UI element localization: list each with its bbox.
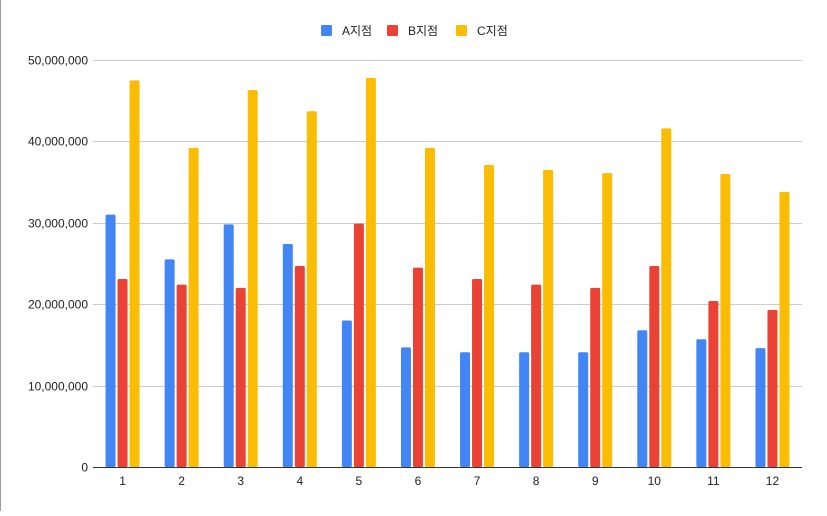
bar-series-1-cat-9 — [578, 352, 589, 467]
bar-series-1-cat-3 — [223, 224, 234, 467]
x-tick-label: 4 — [296, 474, 303, 488]
bar-series-2-cat-11 — [708, 300, 719, 467]
y-tick-label: 40,000,000 — [28, 135, 88, 149]
bar-series-3-cat-10 — [661, 128, 672, 467]
bar-series-3-cat-7 — [484, 165, 495, 468]
bar-series-3-cat-5 — [365, 77, 376, 468]
x-tick-label: 7 — [474, 474, 481, 488]
bar-series-1-cat-5 — [341, 320, 352, 467]
bar-series-2-cat-5 — [353, 223, 364, 467]
y-tick-label: 30,000,000 — [28, 217, 88, 231]
bar-series-2-cat-7 — [472, 278, 483, 467]
legend-label: C지점 — [477, 24, 508, 38]
bar-series-2-cat-9 — [590, 287, 601, 467]
legend-label: B지점 — [408, 24, 438, 38]
bar-series-2-cat-10 — [649, 265, 660, 467]
bar-series-1-cat-12 — [755, 348, 766, 467]
bar-series-3-cat-3 — [247, 90, 258, 468]
x-tick-label: 6 — [415, 474, 422, 488]
legend-swatch — [387, 25, 398, 36]
bar-series-2-cat-1 — [117, 278, 128, 467]
bar-series-3-cat-12 — [779, 191, 790, 468]
x-tick-label: 1 — [119, 474, 126, 488]
x-tick-label: 11 — [707, 474, 720, 488]
bar-series-3-cat-9 — [602, 173, 613, 467]
bar-series-3-cat-4 — [306, 111, 317, 468]
bar-series-1-cat-1 — [105, 214, 116, 467]
bar-series-2-cat-4 — [294, 265, 305, 467]
y-tick-label: 50,000,000 — [28, 54, 88, 68]
bar-series-3-cat-11 — [720, 173, 731, 467]
gridlines — [93, 60, 802, 387]
bar-series-2-cat-3 — [235, 287, 246, 467]
bar-series-1-cat-8 — [519, 352, 530, 467]
bar-series-1-cat-2 — [164, 259, 175, 467]
y-axis-tick-labels: 0 10,000,000 20,000,000 30,000,000 40,000,00… — [28, 54, 88, 475]
y-tick-label: 20,000,000 — [28, 298, 88, 312]
bar-series-1-cat-11 — [696, 339, 707, 467]
legend-label: A지점 — [342, 24, 372, 38]
bar-series-1-cat-6 — [400, 347, 411, 467]
bar-series-1-cat-7 — [460, 352, 471, 467]
bar-series-2-cat-2 — [176, 284, 187, 467]
bar-series-3-cat-1 — [129, 80, 140, 467]
y-tick-label: 10,000,000 — [28, 380, 88, 394]
legend: A지점 B지점 C지점 — [321, 24, 508, 38]
bar-series-3-cat-8 — [543, 169, 554, 467]
legend-swatch — [321, 25, 332, 36]
x-tick-label: 9 — [592, 474, 599, 488]
bar-series-1-cat-4 — [282, 243, 293, 467]
x-tick-label: 5 — [356, 474, 363, 488]
bars — [105, 77, 790, 468]
bar-series-2-cat-6 — [412, 267, 423, 467]
bar-series-1-cat-10 — [637, 330, 648, 467]
bar-series-2-cat-8 — [531, 284, 542, 467]
x-axis-tick-labels: 1 2 3 4 5 6 7 8 9 10 11 12 — [119, 474, 779, 488]
y-tick-label: 0 — [81, 461, 88, 475]
x-tick-label: 10 — [648, 474, 662, 488]
legend-swatch — [456, 25, 467, 36]
bar-series-2-cat-12 — [767, 309, 778, 467]
x-tick-label: 12 — [766, 474, 780, 488]
bar-series-3-cat-2 — [188, 147, 199, 468]
x-tick-label: 8 — [533, 474, 540, 488]
x-tick-label: 3 — [237, 474, 244, 488]
x-tick-label: 2 — [178, 474, 185, 488]
bar-series-3-cat-6 — [424, 147, 435, 468]
